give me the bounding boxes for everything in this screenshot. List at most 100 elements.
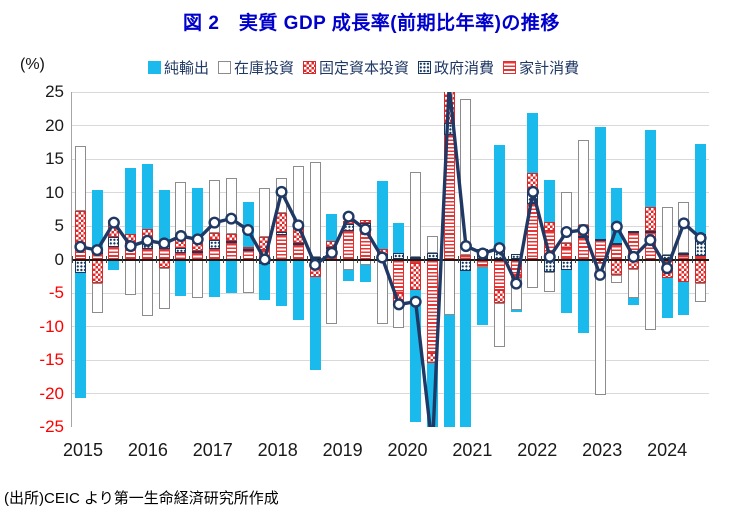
gdp-line-point-2016Q4	[191, 233, 204, 246]
source-note: (出所)CEIC より第一生命経済研究所作成	[4, 490, 279, 507]
gdp-line-point-2019Q2	[359, 223, 372, 236]
bar-segment-nx-2024Q2	[695, 143, 707, 235]
bar-segment-inv-2022Q4	[594, 262, 606, 395]
bar-segment-inv-2017Q2	[225, 177, 237, 235]
gridline--10	[72, 326, 709, 327]
category-axis-tick	[625, 256, 627, 263]
legend-swatch-hh-icon	[503, 60, 517, 74]
bar-segment-gov-2018Q2	[292, 242, 304, 245]
bar-segment-gov-2016Q4	[192, 251, 204, 254]
gdp-line-point-2017Q3	[242, 224, 255, 237]
bar-segment-inv-2024Q2	[695, 282, 707, 302]
bar-segment-nx-2018Q2	[292, 259, 304, 320]
category-axis-tick	[306, 256, 308, 263]
legend-swatch-gov-icon	[418, 60, 432, 74]
bar-segment-nx-2018Q1	[276, 259, 288, 307]
bar-segment-nx-2020Q4	[460, 270, 472, 427]
gdp-line-point-2023Q2	[627, 250, 640, 263]
bar-segment-nx-2022Q1	[544, 179, 556, 222]
x-tick-label-2015: 2015	[62, 440, 104, 460]
bar-segment-fix-2023Q3	[644, 206, 656, 231]
legend-swatch-inv-icon	[218, 60, 232, 74]
y-tick-label--10: -10	[39, 316, 64, 336]
y-tick-label-25: 25	[45, 82, 64, 101]
bar-segment-nx-2020Q1	[410, 289, 422, 423]
gdp-line-point-2017Q2	[225, 212, 238, 225]
category-axis-tick	[239, 256, 241, 263]
bar-segment-inv-2015Q2	[91, 282, 103, 314]
legend-swatch-fix-icon	[303, 60, 317, 74]
bar-segment-fix-2017Q3	[242, 246, 254, 249]
bar-segment-nx-2015Q2	[91, 189, 103, 253]
legend-label-nx: 純輸出	[164, 59, 210, 77]
bar-segment-nx-2017Q2	[225, 259, 237, 293]
bar-segment-nx-2019Q1	[343, 270, 355, 281]
gdp-line-point-2019Q4	[392, 298, 405, 311]
gdp-line-point-2024Q2	[694, 232, 707, 245]
gdp-line-point-2024Q1	[677, 217, 690, 230]
category-axis-tick	[155, 256, 157, 263]
bar-segment-nx-2017Q4	[259, 263, 271, 300]
gdp-line-point-2017Q4	[258, 253, 271, 266]
bar-segment-gov-2015Q3	[108, 237, 120, 248]
bar-segment-fix-2019Q2	[359, 219, 371, 224]
bar-segment-nx-2020Q3	[443, 315, 455, 427]
bar-segment-inv-2023Q2	[628, 268, 640, 298]
bar-segment-inv-2021Q1	[477, 266, 489, 269]
bar-segment-nx-2015Q1	[74, 272, 86, 398]
bar-segment-inv-2020Q1	[410, 171, 422, 258]
plot-area	[72, 92, 709, 427]
legend-swatch-nx-icon	[148, 60, 161, 74]
category-axis-tick	[340, 256, 342, 263]
bar-segment-nx-2015Q4	[125, 168, 137, 235]
gdp-line-point-2023Q4	[661, 262, 674, 275]
y-axis-line	[71, 92, 73, 427]
category-axis-tick	[692, 256, 694, 263]
y-tick-label-0: 0	[54, 249, 64, 269]
category-axis-tick	[574, 256, 576, 263]
gridline-20	[72, 125, 709, 126]
category-axis-tick	[105, 256, 107, 263]
bar-segment-nx-2016Q3	[175, 259, 187, 297]
category-axis-tick	[373, 256, 375, 263]
gdp-line-point-2020Q4	[459, 240, 472, 253]
bar-segment-nx-2019Q3	[376, 181, 388, 250]
gdp-line-point-2020Q1	[409, 295, 422, 308]
bar-segment-inv-2021Q2	[493, 303, 505, 347]
bar-segment-inv-2023Q1	[611, 274, 623, 283]
gdp-line-point-2019Q3	[376, 251, 389, 264]
bar-segment-nx-2022Q3	[577, 259, 589, 334]
y-tick-label--20: -20	[39, 383, 64, 403]
bar-segment-nx-2016Q1	[141, 163, 153, 230]
legend-label-hh: 家計消費	[519, 59, 580, 77]
y-axis-unit-label: (%)	[20, 56, 45, 73]
bar-segment-gov-2022Q4	[594, 238, 606, 241]
gdp-line-point-2018Q1	[275, 185, 288, 198]
x-tick-label-2021: 2021	[452, 440, 493, 460]
bar-segment-nx-2021Q3	[510, 309, 522, 312]
bar-segment-gov-2022Q3	[577, 236, 589, 239]
gridline-10	[72, 192, 709, 193]
bar-segment-gov-2017Q3	[242, 248, 254, 251]
gridline-5	[72, 225, 709, 227]
legend-item-inv: 在庫投資	[218, 57, 294, 78]
category-axis-tick	[474, 256, 476, 263]
gdp-line-point-2018Q2	[292, 219, 305, 232]
y-tick-label-15: 15	[45, 149, 64, 168]
bar-segment-nx-2016Q2	[158, 189, 170, 244]
bar-segment-gov-2016Q3	[175, 248, 187, 253]
bar-segment-fix-2020Q1	[410, 262, 422, 290]
gdp-line-point-2022Q4	[594, 268, 607, 281]
bar-segment-nx-2022Q2	[561, 269, 572, 314]
category-axis-tick	[122, 256, 124, 263]
bar-segment-gov-2018Q1	[276, 232, 288, 235]
category-axis-tick	[189, 256, 191, 263]
gdp-line-point-2022Q1	[543, 250, 556, 263]
bar-segment-inv-2017Q1	[208, 179, 220, 233]
category-axis-tick	[139, 256, 141, 263]
legend-item-nx: 純輸出	[148, 57, 209, 78]
bar-segment-nx-2022Q4	[594, 126, 606, 239]
bar-segment-nx-2015Q3	[108, 259, 120, 270]
gdp-line-point-2015Q2	[91, 244, 104, 257]
